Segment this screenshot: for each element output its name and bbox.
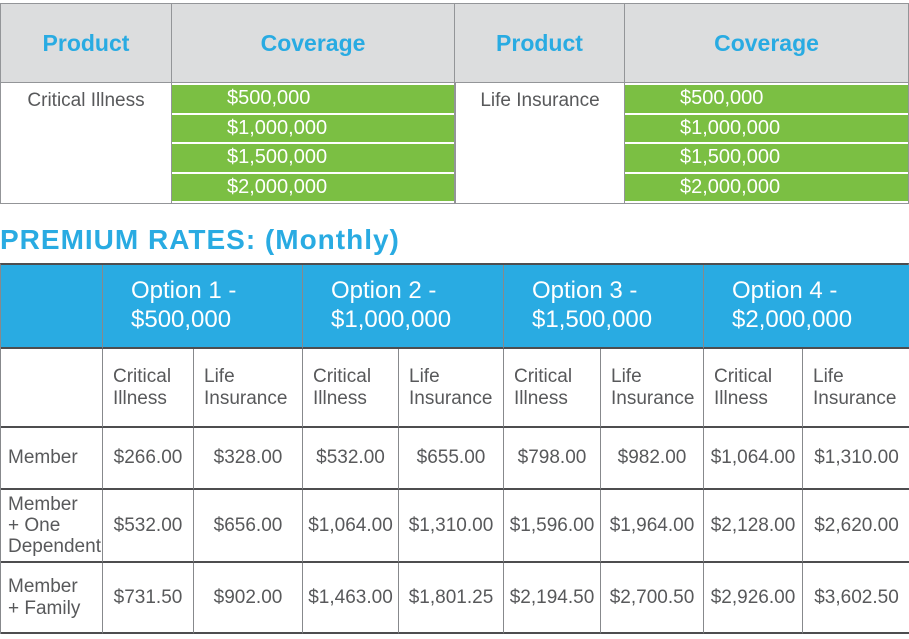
rate-value-cell: $656.00 <box>194 490 303 563</box>
coverage-amounts-life-insurance: $500,000 $1,000,000 $1,500,000 $2,000,00… <box>625 83 909 204</box>
subheader-life-insurance: Life Insurance <box>194 349 303 428</box>
rate-value-cell: $655.00 <box>399 428 504 490</box>
subheader-critical-illness: Critical Illness <box>704 349 803 428</box>
rate-value-cell: $1,064.00 <box>303 490 399 563</box>
product-column-header: Product <box>0 3 172 83</box>
rate-value-cell: $1,310.00 <box>399 490 504 563</box>
coverage-column-header: Coverage <box>172 3 455 83</box>
premium-rates-heading: PREMIUM RATES: (Monthly) <box>0 224 400 255</box>
rate-value-cell: $731.50 <box>103 563 194 634</box>
row-label-member-family: Member + Family <box>1 563 103 634</box>
option-2-header: Option 2 - $1,000,000 <box>303 265 504 349</box>
subheader-critical-illness: Critical Illness <box>103 349 194 428</box>
rate-value-cell: $532.00 <box>103 490 194 563</box>
rate-value-cell: $982.00 <box>601 428 704 490</box>
coverage-amount-cell: $2,000,000 <box>172 173 454 201</box>
rate-value-cell: $1,310.00 <box>803 428 909 490</box>
option-4-header: Option 4 - $2,000,000 <box>704 265 909 349</box>
subheader-critical-illness: Critical Illness <box>504 349 601 428</box>
rate-value-cell: $2,194.50 <box>504 563 601 634</box>
option-header-blank-cell <box>1 265 103 349</box>
rate-value-cell: $328.00 <box>194 428 303 490</box>
subheader-critical-illness: Critical Illness <box>303 349 399 428</box>
coverage-column-header: Coverage <box>625 3 909 83</box>
coverage-amount-cell: $1,000,000 <box>172 114 454 142</box>
rate-value-cell: $2,620.00 <box>803 490 909 563</box>
subheader-life-insurance: Life Insurance <box>399 349 504 428</box>
coverage-amount-cell: $1,000,000 <box>625 114 908 142</box>
rate-value-cell: $2,128.00 <box>704 490 803 563</box>
option-1-header: Option 1 - $500,000 <box>103 265 303 349</box>
rate-value-cell: $2,700.50 <box>601 563 704 634</box>
product-column-header: Product <box>455 3 625 83</box>
rate-value-cell: $902.00 <box>194 563 303 634</box>
rate-value-cell: $1,596.00 <box>504 490 601 563</box>
subheader-blank-cell <box>1 349 103 428</box>
row-label-member-one-dependent: Member + One Dependent <box>1 490 103 563</box>
subheader-life-insurance: Life Insurance <box>803 349 909 428</box>
coverage-amount-cell: $500,000 <box>172 85 454 113</box>
rate-value-cell: $798.00 <box>504 428 601 490</box>
rate-value-cell: $266.00 <box>103 428 194 490</box>
coverage-amount-cell: $1,500,000 <box>172 144 454 172</box>
coverage-amount-cell: $2,000,000 <box>625 173 908 201</box>
coverage-amount-cell: $500,000 <box>625 85 908 113</box>
rate-value-cell: $1,064.00 <box>704 428 803 490</box>
rate-value-cell: $1,463.00 <box>303 563 399 634</box>
rate-value-cell: $532.00 <box>303 428 399 490</box>
option-3-header: Option 3 - $1,500,000 <box>504 265 704 349</box>
row-label-member: Member <box>1 428 103 490</box>
rate-value-cell: $2,926.00 <box>704 563 803 634</box>
product-name-life-insurance: Life Insurance <box>455 83 625 204</box>
coverage-table: Product Coverage Product Coverage Critic… <box>0 3 909 204</box>
coverage-amount-cell: $1,500,000 <box>625 144 908 172</box>
rate-value-cell: $3,602.50 <box>803 563 909 634</box>
rate-value-cell: $1,801.25 <box>399 563 504 634</box>
rate-value-cell: $1,964.00 <box>601 490 704 563</box>
product-name-critical-illness: Critical Illness <box>0 83 172 204</box>
coverage-amounts-critical-illness: $500,000 $1,000,000 $1,500,000 $2,000,00… <box>172 83 455 204</box>
subheader-life-insurance: Life Insurance <box>601 349 704 428</box>
premium-rates-table: Option 1 - $500,000 Option 2 - $1,000,00… <box>0 263 909 634</box>
